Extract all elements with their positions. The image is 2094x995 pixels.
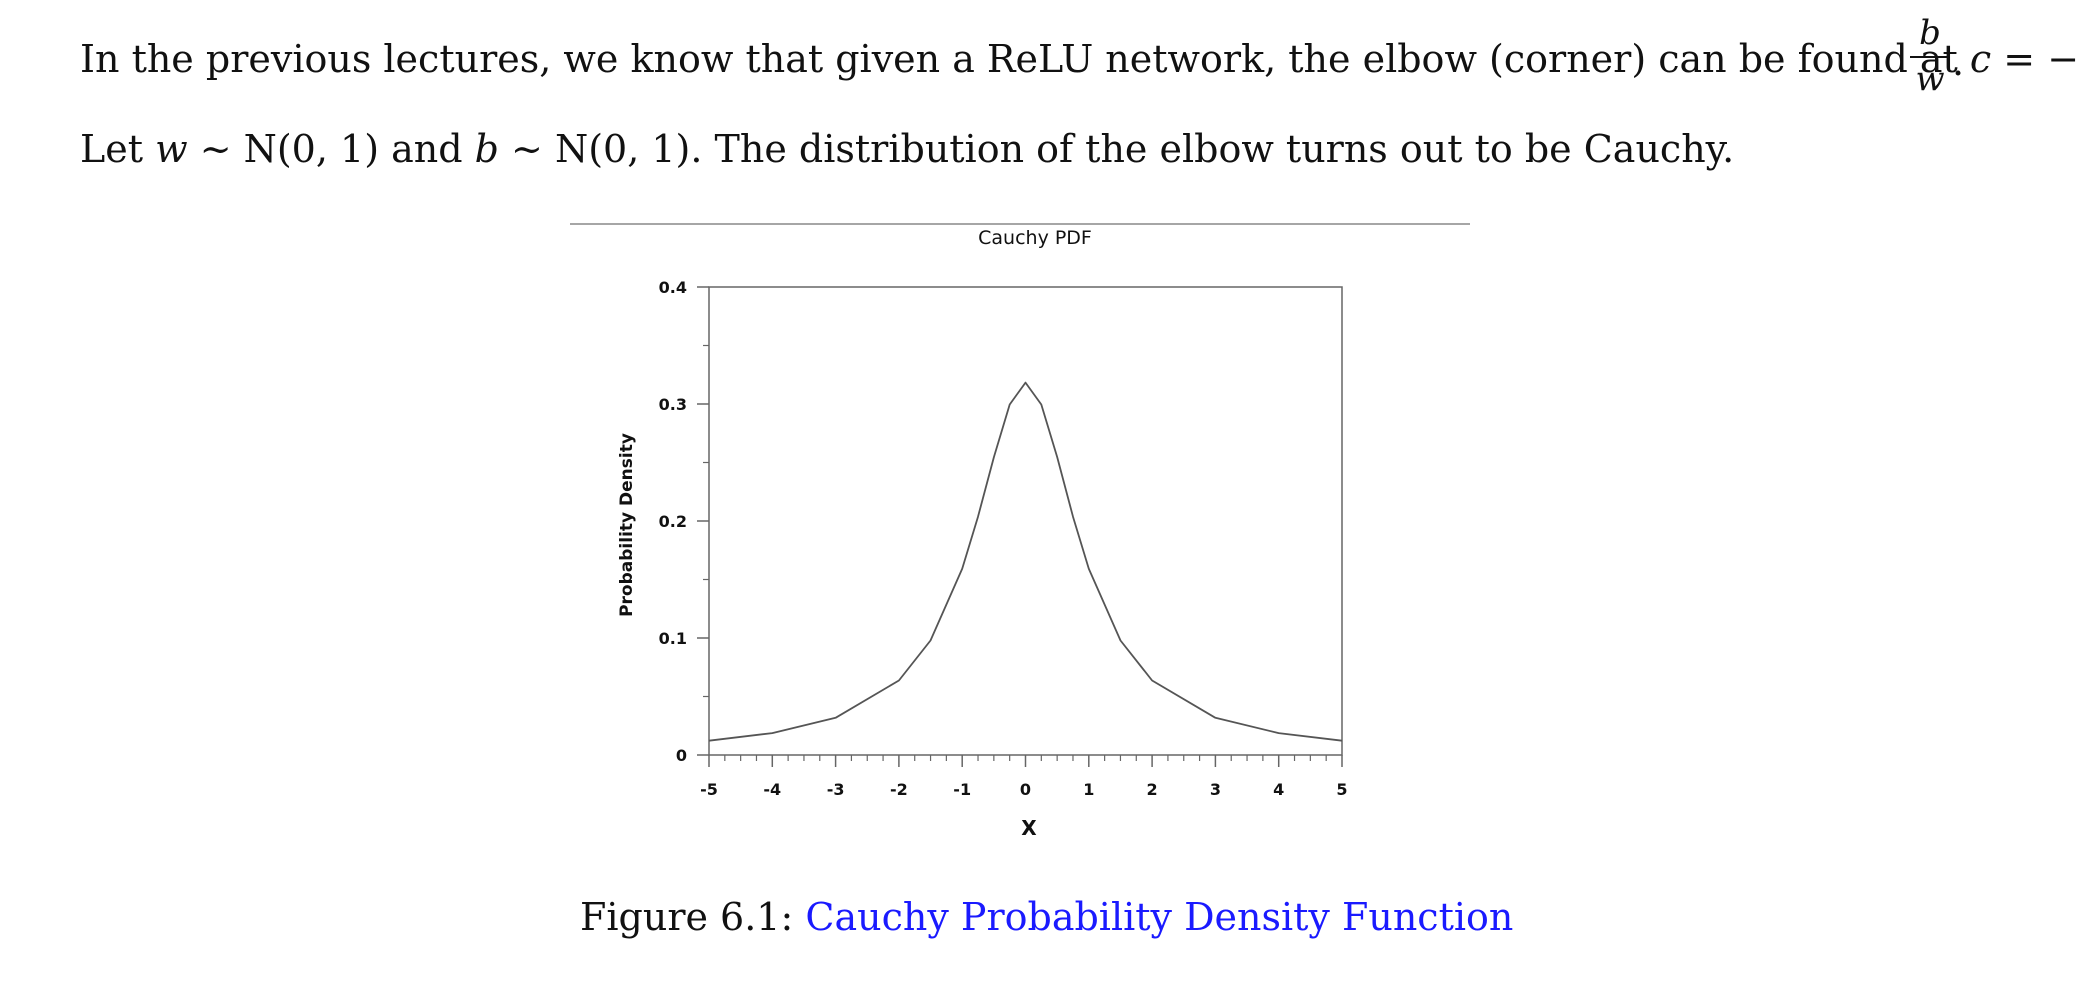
x-tick-label: 5 (1336, 780, 1347, 799)
plot-area: 0 0.1 0.2 0.3 0.4 -5 -4 -3 -2 -1 0 1 2 3 4 5 (659, 278, 1348, 799)
caption-label: Figure 6.1: (580, 895, 806, 939)
paragraph-line-2: Let w ∼ N(0, 1) and b ∼ N(0, 1). The dis… (80, 130, 1734, 168)
fraction-b-over-w: b w (1910, 12, 1950, 102)
line1-text: In the previous lectures, we know that g… (80, 37, 1970, 81)
y-tick-label: 0 (676, 746, 687, 765)
y-axis-label: Probability Density (617, 433, 637, 617)
x-tick-label: 3 (1210, 780, 1221, 799)
figure-caption: Figure 6.1: Cauchy Probability Density F… (580, 895, 1513, 939)
line1-period: . (1952, 40, 1965, 84)
fraction-bar (1910, 56, 1950, 58)
var-w: w (155, 127, 188, 171)
x-tick-label: -4 (763, 780, 781, 799)
line2-let: Let (80, 127, 156, 171)
caption-title-link[interactable]: Cauchy Probability Density Function (805, 895, 1514, 939)
cauchy-pdf-line (708, 381, 1343, 742)
line1-equals: = − (1991, 37, 2080, 81)
x-tick-label: -5 (700, 780, 718, 799)
x-tick-label: 0 (1020, 780, 1031, 799)
y-tick-label: 0.3 (659, 395, 687, 414)
x-tick-label: 2 (1147, 780, 1158, 799)
cauchy-pdf-chart: Cauchy PDF 0 0.1 0.2 0.3 0.4 -5 -4 -3 -2 -1 0 1 2 3 4 5… (570, 223, 1470, 840)
x-tick-label: -3 (827, 780, 845, 799)
plot-frame (708, 286, 1343, 756)
line2-mid: ∼ N(0, 1) and (187, 127, 475, 171)
line2-end: ∼ N(0, 1). The distribution of the elbow… (498, 127, 1735, 171)
fraction-numerator: b (1919, 13, 1941, 53)
y-tick-label: 0.2 (659, 512, 687, 531)
chart-title: Cauchy PDF (978, 227, 1092, 249)
y-tick-label: 0.1 (659, 629, 687, 648)
var-b: b (474, 127, 499, 171)
var-c: c (1969, 37, 1992, 81)
x-axis-label: X (1021, 816, 1037, 840)
x-tick-label: -2 (890, 780, 908, 799)
x-tick-label: -1 (953, 780, 971, 799)
x-tick-label: 1 (1083, 780, 1094, 799)
fraction-denominator: w (1915, 59, 1945, 99)
paragraph-line-1: In the previous lectures, we know that g… (80, 40, 2079, 78)
y-tick-label: 0.4 (659, 278, 687, 297)
x-tick-label: 4 (1273, 780, 1284, 799)
